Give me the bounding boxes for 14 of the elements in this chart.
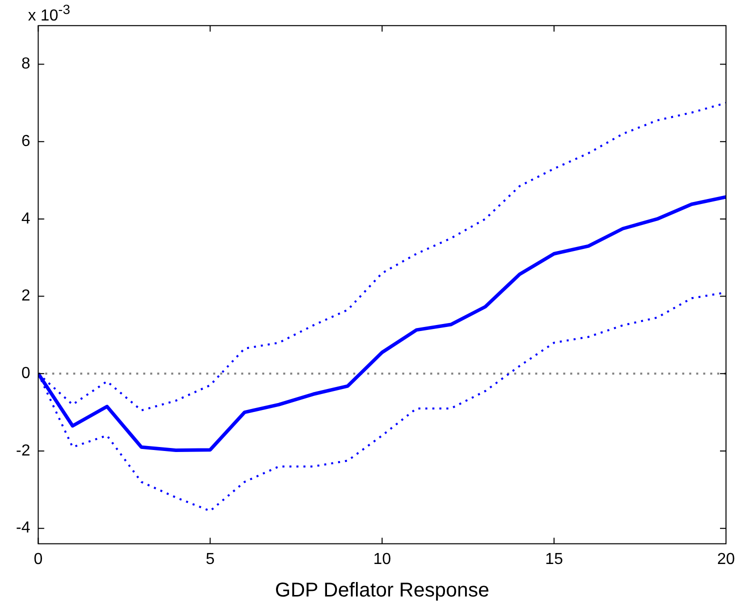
y-tick-label: 6 xyxy=(21,133,30,150)
x-tick-label: 0 xyxy=(34,550,43,568)
y-tick-label: 0 xyxy=(21,365,30,382)
y-tick-label: 2 xyxy=(21,288,30,305)
x-tick-label: 15 xyxy=(545,550,564,568)
y-tick-label: -2 xyxy=(16,442,30,460)
text: x 10$^{-3}$ xyxy=(28,2,70,26)
x-axis-title: GDP Deflator Response xyxy=(275,580,490,602)
y-tick-label: 4 xyxy=(21,210,30,228)
x-tick-label: 20 xyxy=(717,550,735,568)
y-tick-label: 8 xyxy=(21,56,30,73)
x-tick-label: 5 xyxy=(206,550,215,568)
y-tick-label: -4 xyxy=(16,520,30,537)
x-tick-label: 10 xyxy=(373,550,392,568)
